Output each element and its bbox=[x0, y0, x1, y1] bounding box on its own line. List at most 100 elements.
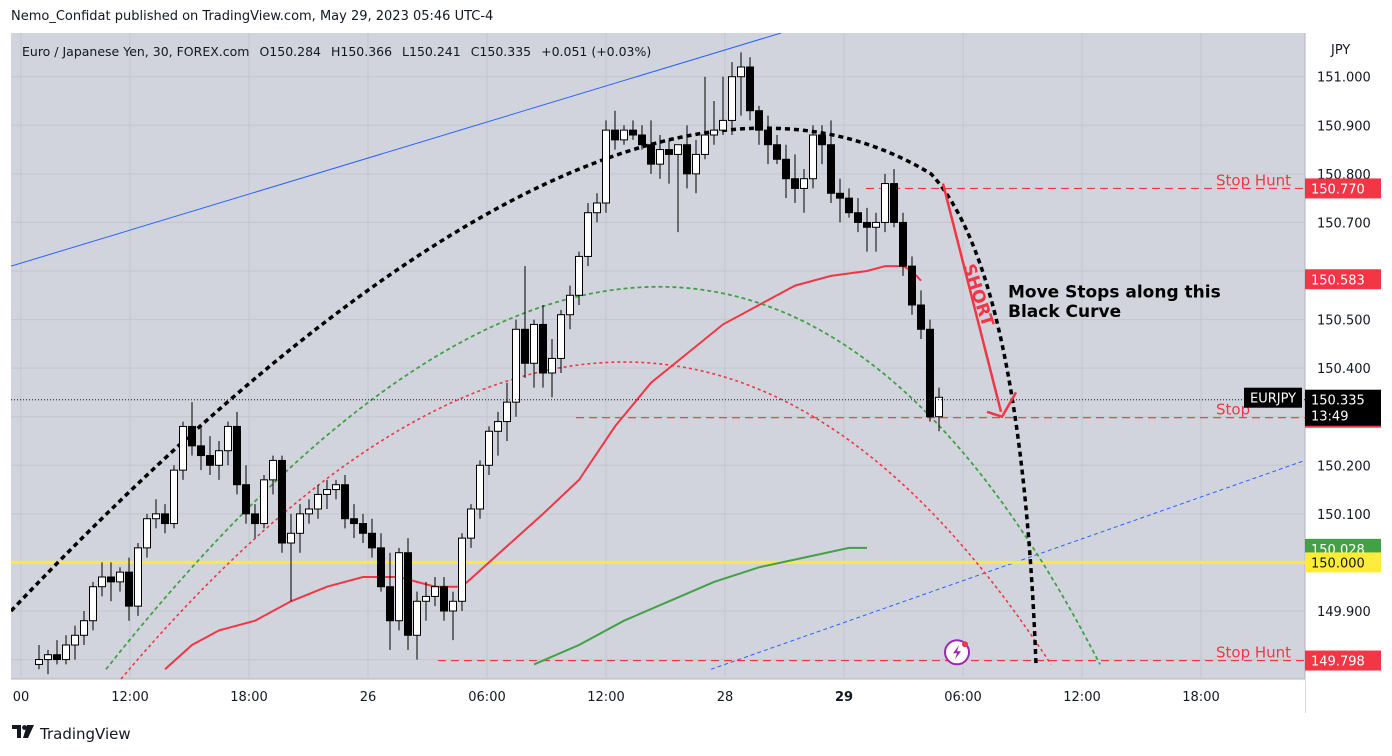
candle bbox=[503, 382, 511, 441]
candle bbox=[458, 533, 466, 611]
current-price-tag-bg bbox=[1305, 389, 1381, 426]
candle bbox=[116, 567, 124, 592]
ohlc-change: +0.051 (+0.03%) bbox=[541, 44, 652, 59]
candle bbox=[629, 120, 637, 140]
candle bbox=[755, 105, 763, 145]
candle-body-bear bbox=[746, 66, 754, 112]
footer: TradingView bbox=[12, 725, 131, 743]
candle-body-bull bbox=[935, 396, 943, 418]
candle-body-bull bbox=[881, 183, 889, 223]
candle bbox=[386, 552, 394, 650]
candle-body-bull bbox=[584, 212, 592, 257]
candle bbox=[701, 76, 709, 160]
chart-frame[interactable]: JPY 151.000 150.900 150.800 150.700 150.500 15… bbox=[11, 33, 1381, 713]
candle bbox=[35, 645, 43, 670]
candle-body-bull bbox=[35, 659, 43, 665]
candle-body-bear bbox=[917, 304, 925, 330]
y-tick-label: 150.900 bbox=[1317, 119, 1371, 134]
candle-body-bull bbox=[287, 532, 295, 544]
candle-body-bear bbox=[890, 183, 898, 223]
candle bbox=[476, 460, 484, 519]
candle bbox=[683, 125, 691, 189]
candle-body-bull bbox=[98, 576, 106, 588]
candle bbox=[593, 193, 601, 223]
candle bbox=[233, 411, 241, 495]
price-tag-bg bbox=[1305, 269, 1381, 290]
candle bbox=[251, 504, 259, 539]
candle bbox=[854, 198, 862, 233]
candle bbox=[548, 339, 556, 398]
short-arrow-line bbox=[941, 183, 1003, 413]
y-tick-label: 150.400 bbox=[1317, 362, 1371, 377]
candle-body-bear bbox=[818, 134, 826, 146]
candle bbox=[449, 591, 457, 641]
candle bbox=[557, 309, 565, 373]
candle-body-bull bbox=[800, 178, 808, 189]
candle-body-bull bbox=[728, 76, 736, 121]
candle bbox=[314, 484, 322, 519]
candle-body-bear bbox=[539, 323, 547, 374]
candle-body-bull bbox=[872, 221, 880, 228]
y-tick-label: 150.100 bbox=[1317, 508, 1371, 523]
candle bbox=[530, 319, 538, 388]
candle bbox=[674, 144, 682, 233]
candle-body-bull bbox=[701, 134, 709, 155]
symbol-tag: EURJPY bbox=[1250, 392, 1296, 407]
candlestick-chart[interactable]: JPY151.000150.900150.800150.700150.50015… bbox=[11, 33, 1381, 713]
candle-body-bear bbox=[197, 445, 205, 457]
candle-body-bull bbox=[710, 129, 718, 136]
candle bbox=[377, 533, 385, 592]
candle-body-bear bbox=[611, 129, 619, 141]
candle-body-bull bbox=[692, 153, 700, 175]
candle bbox=[44, 649, 52, 675]
black-dashed-curve bbox=[11, 126, 1038, 665]
candle bbox=[485, 426, 493, 475]
candle-body-bear bbox=[377, 547, 385, 588]
tradingview-logo-icon[interactable] bbox=[12, 725, 34, 743]
candle-body-bear bbox=[242, 484, 250, 515]
candle-body-bear bbox=[836, 192, 844, 199]
candle bbox=[746, 57, 754, 121]
candle bbox=[827, 120, 835, 203]
candle-body-bull bbox=[503, 401, 511, 423]
candle bbox=[341, 475, 349, 529]
candle bbox=[269, 455, 277, 495]
candle-body-bear bbox=[53, 654, 61, 661]
candle bbox=[188, 402, 196, 456]
candle-body-bear bbox=[926, 328, 934, 418]
candle bbox=[881, 173, 889, 233]
candle bbox=[413, 591, 421, 660]
move-stops-annotation-line1: Move Stops along this bbox=[1008, 283, 1221, 303]
candle-body-bear bbox=[359, 523, 367, 534]
candle bbox=[575, 251, 583, 305]
candle-body-bull bbox=[305, 508, 313, 515]
candle bbox=[71, 625, 79, 660]
symbol-info-line: Euro / Japanese Yen, 30, FOREX.com O150.… bbox=[22, 44, 657, 59]
stop-level-price-tag-bg bbox=[1305, 650, 1381, 671]
footer-brand[interactable]: TradingView bbox=[40, 725, 131, 743]
candle bbox=[638, 125, 646, 150]
candle-body-bear bbox=[755, 110, 763, 131]
candle-body-bull bbox=[809, 134, 817, 180]
price-scale bbox=[1305, 33, 1381, 713]
x-tick-label: 06:00 bbox=[944, 690, 981, 705]
candle bbox=[611, 110, 619, 150]
candle bbox=[566, 285, 574, 330]
candle bbox=[332, 479, 340, 500]
candle-body-bear bbox=[638, 134, 646, 146]
candle bbox=[134, 543, 142, 616]
current-price-value: 150.335 bbox=[1311, 394, 1365, 409]
countdown-timer: 13:49 bbox=[1311, 410, 1348, 425]
candle bbox=[53, 640, 61, 665]
candle-body-bear bbox=[899, 221, 907, 267]
candle bbox=[80, 611, 88, 645]
symbol-name[interactable]: Euro / Japanese Yen, 30, FOREX.com bbox=[22, 44, 250, 59]
candle-body-bull bbox=[80, 620, 88, 636]
candle bbox=[584, 203, 592, 267]
stop-level-label: Stop Hunt bbox=[1216, 644, 1291, 662]
candle bbox=[296, 504, 304, 553]
candle-body-bull bbox=[485, 430, 493, 466]
candle bbox=[917, 290, 925, 339]
candle-body-bear bbox=[161, 513, 169, 525]
candle-body-bear bbox=[629, 129, 637, 136]
